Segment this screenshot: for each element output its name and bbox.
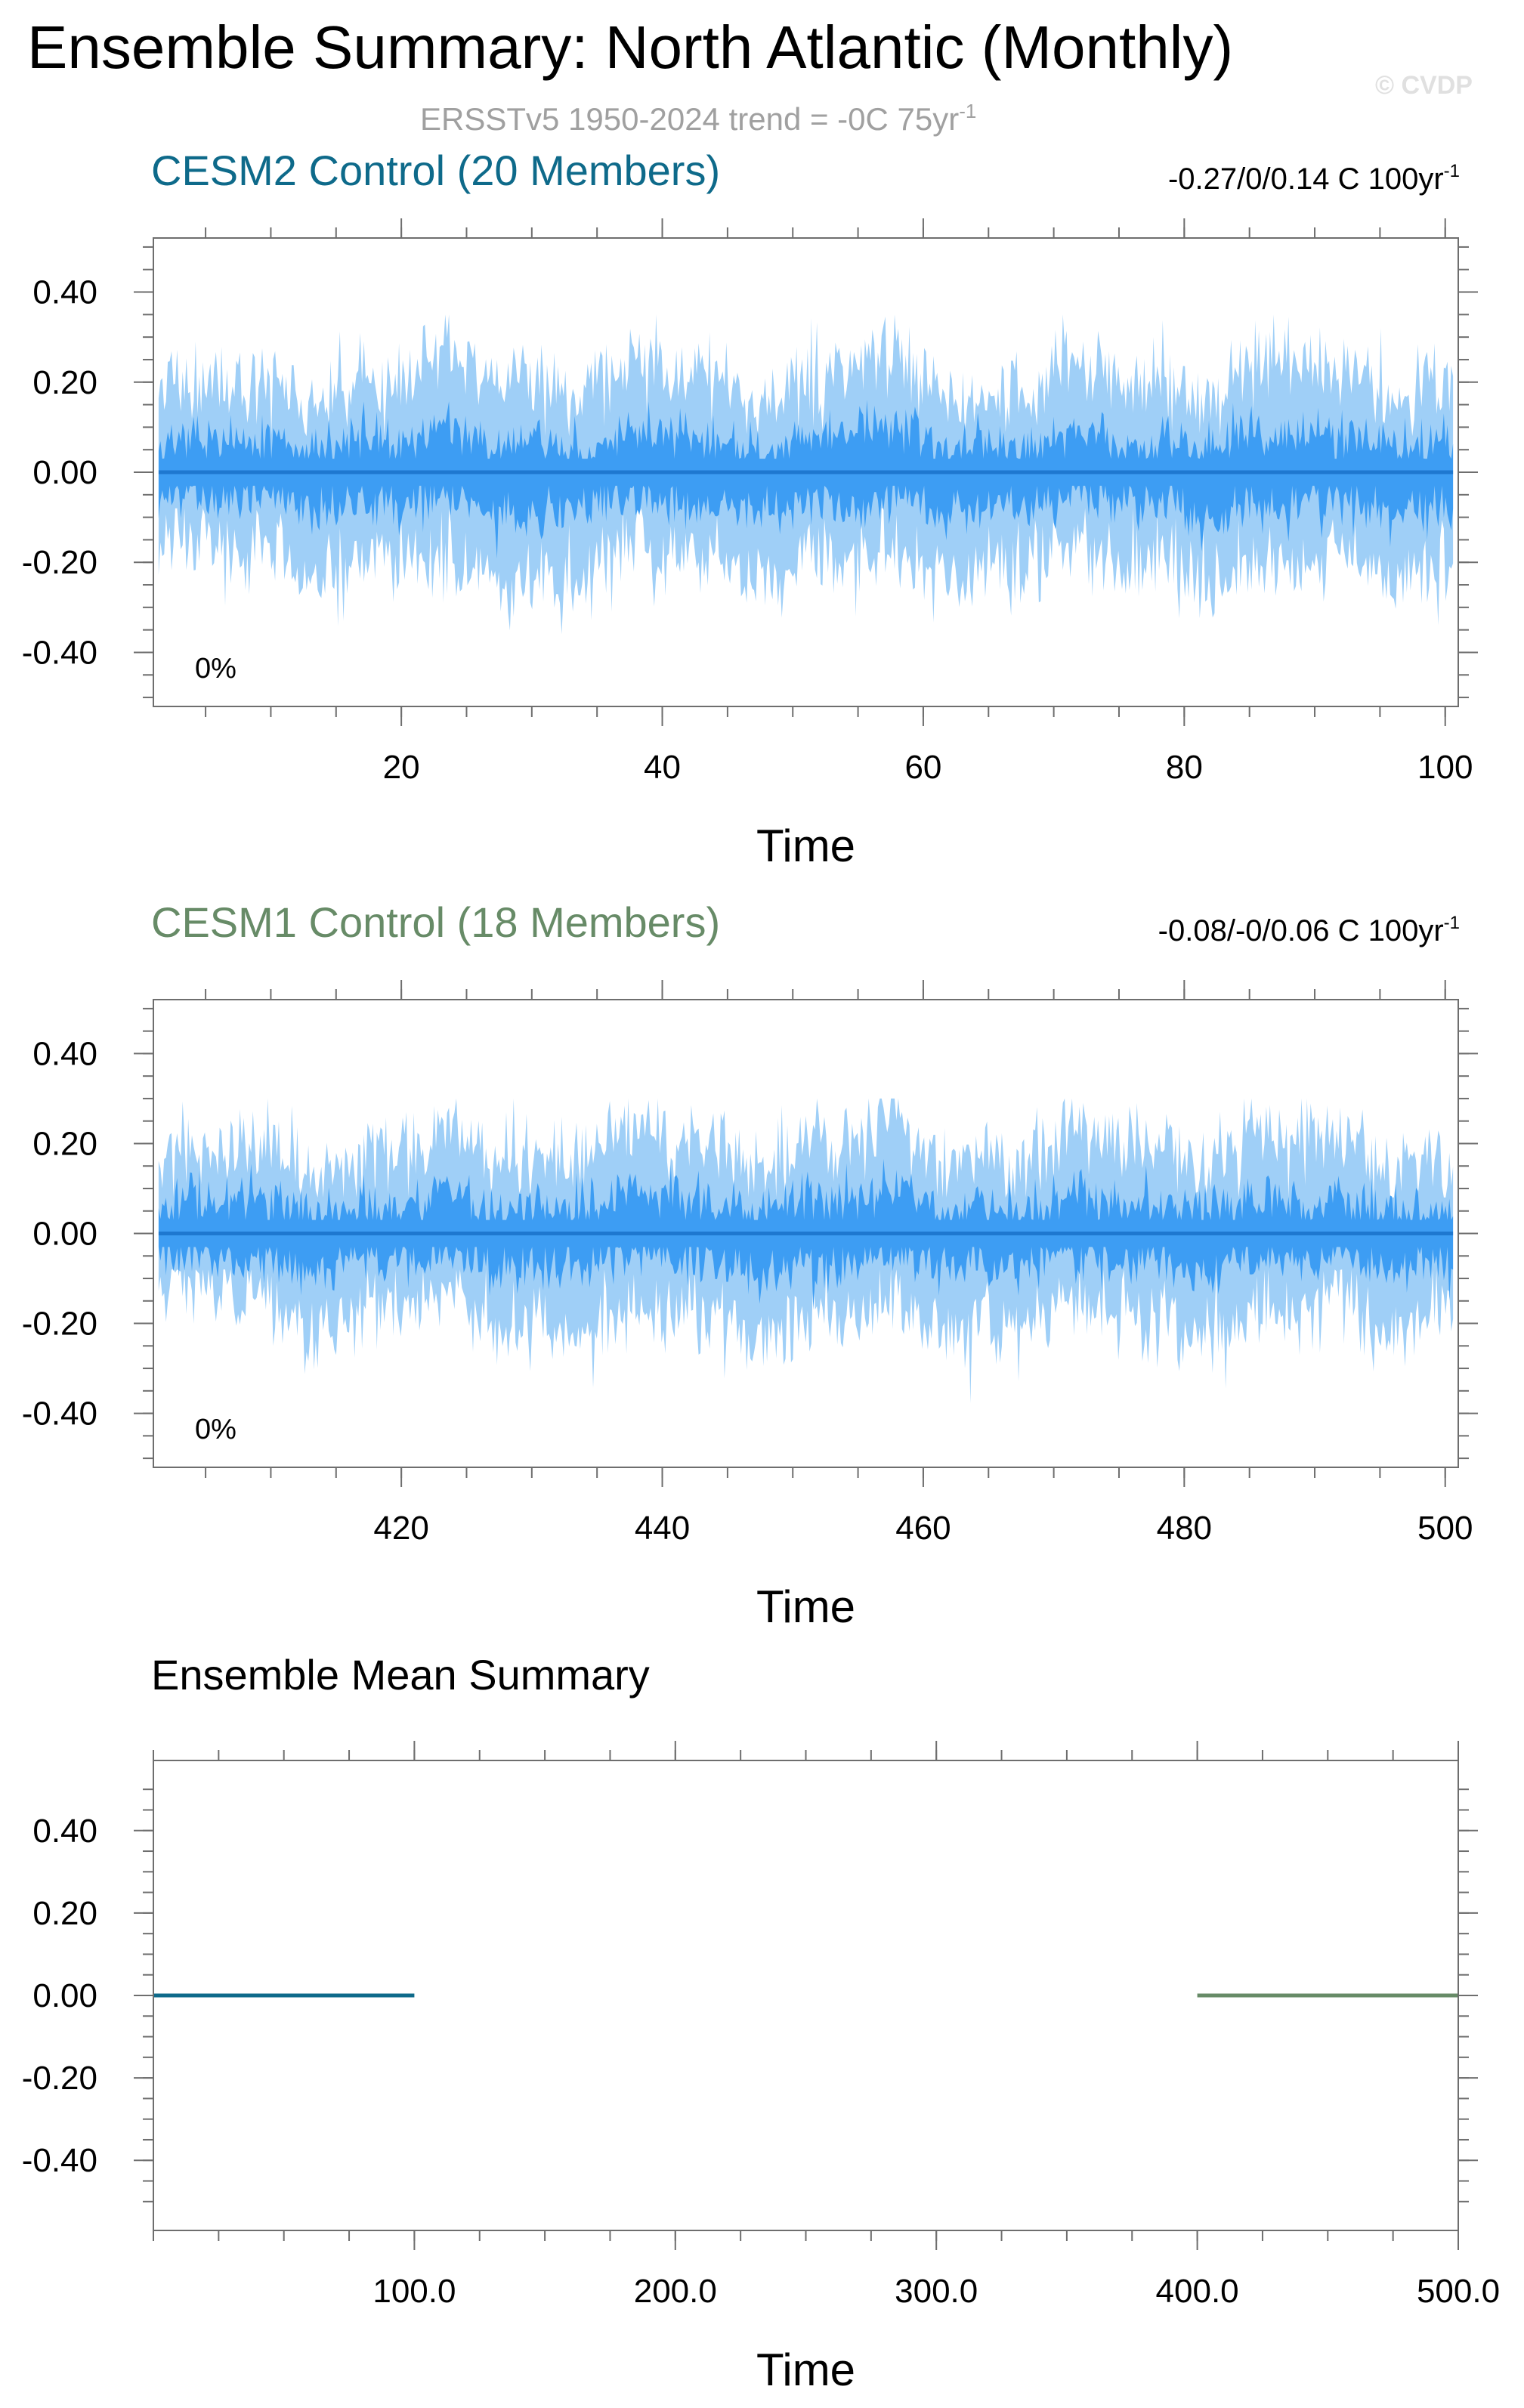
y-tick-label: 0.40 [32,1035,97,1072]
x-tick-label: 420 [373,1510,428,1547]
panel-cesm2: CESM2 Control (20 Members) -0.27/0/0.14 … [22,147,1478,871]
figure-title: Ensemble Summary: North Atlantic (Monthl… [27,14,1233,81]
plot-area-cesm2: 0% 20 40 60 80 100 Time 0.40 0.20 0.00 -0.20 -0.40 [22,218,1478,871]
y-tick-label: -0.40 [22,634,97,671]
trend-label-cesm2: -0.27/0/0.14 C 100yr-1 [1168,161,1460,196]
x-tick-label: 40 [644,749,681,786]
envelope-inner-band [158,400,1454,559]
y-tick-label: -0.20 [22,544,97,581]
watermark: © CVDP [1375,71,1473,100]
x-axis-label: Time [756,821,855,871]
figure-subtitle-text: ERSSTv5 1950-2024 trend = -0C 75yr [420,101,959,137]
y-tick-label: 0.00 [32,454,97,491]
trend-text-cesm2: -0.27/0/0.14 C 100yr [1168,162,1444,196]
plot-area-ensemble-mean: 100.0 200.0 300.0 400.0 500.0 Time 0.40 0.20 0.0… [22,1741,1500,2395]
x-tick-label: 400.0 [1156,2273,1239,2310]
y-tick-label: -0.20 [22,1306,97,1343]
x-tick-label: 100.0 [372,2273,456,2310]
y-tick-label: 0.40 [32,274,97,311]
percent-label: 0% [195,1414,236,1445]
percent-label: 0% [195,653,236,685]
panel-title-cesm2: CESM2 Control (20 Members) [151,147,720,194]
x-tick-label: 500 [1417,1510,1473,1547]
trend-sup-cesm2: -1 [1444,161,1460,181]
panel-cesm1: CESM1 Control (18 Members) -0.08/-0/0.06… [22,898,1478,1632]
panel-title-cesm1: CESM1 Control (18 Members) [151,898,720,946]
x-tick-label: 200.0 [634,2273,717,2310]
y-tick-label: 0.20 [32,364,97,401]
plot-area-cesm1: 0% 420 440 460 480 500 Time 0.40 0.20 0.00 -0.20 -0… [22,980,1478,1632]
x-tick-label: 60 [904,749,941,786]
figure-subtitle: ERSSTv5 1950-2024 trend = -0C 75yr-1 [420,100,976,137]
figure-subtitle-sup: -1 [959,100,976,122]
y-tick-label: -0.40 [22,1396,97,1433]
y-tick-label: 0.40 [32,1813,97,1850]
x-tick-label: 460 [895,1510,951,1547]
panel-ensemble-mean: Ensemble Mean Summary 100.0 200.0 300.0 400… [22,1651,1500,2395]
y-tick-label: -0.20 [22,2060,97,2097]
x-tick-label: 20 [383,749,420,786]
x-tick-label: 440 [635,1510,690,1547]
x-tick-label: 500.0 [1417,2273,1500,2310]
y-tick-label: 0.20 [32,1125,97,1162]
y-tick-label: 0.00 [32,1216,97,1253]
x-tick-label: 100 [1417,749,1473,786]
x-tick-label: 300.0 [895,2273,978,2310]
panel-title-ensemble-mean: Ensemble Mean Summary [151,1651,650,1699]
x-axis-label: Time [756,1581,855,1632]
y-tick-label: 0.00 [32,1977,97,2014]
trend-sup-cesm1: -1 [1444,913,1460,933]
trend-label-cesm1: -0.08/-0/0.06 C 100yr-1 [1158,913,1460,947]
x-tick-label: 480 [1157,1510,1212,1547]
x-tick-label: 80 [1166,749,1203,786]
y-tick-label: -0.40 [22,2142,97,2179]
y-tick-label: 0.20 [32,1895,97,1932]
x-axis-label: Time [756,2345,855,2395]
trend-text-cesm1: -0.08/-0/0.06 C 100yr [1158,914,1444,947]
